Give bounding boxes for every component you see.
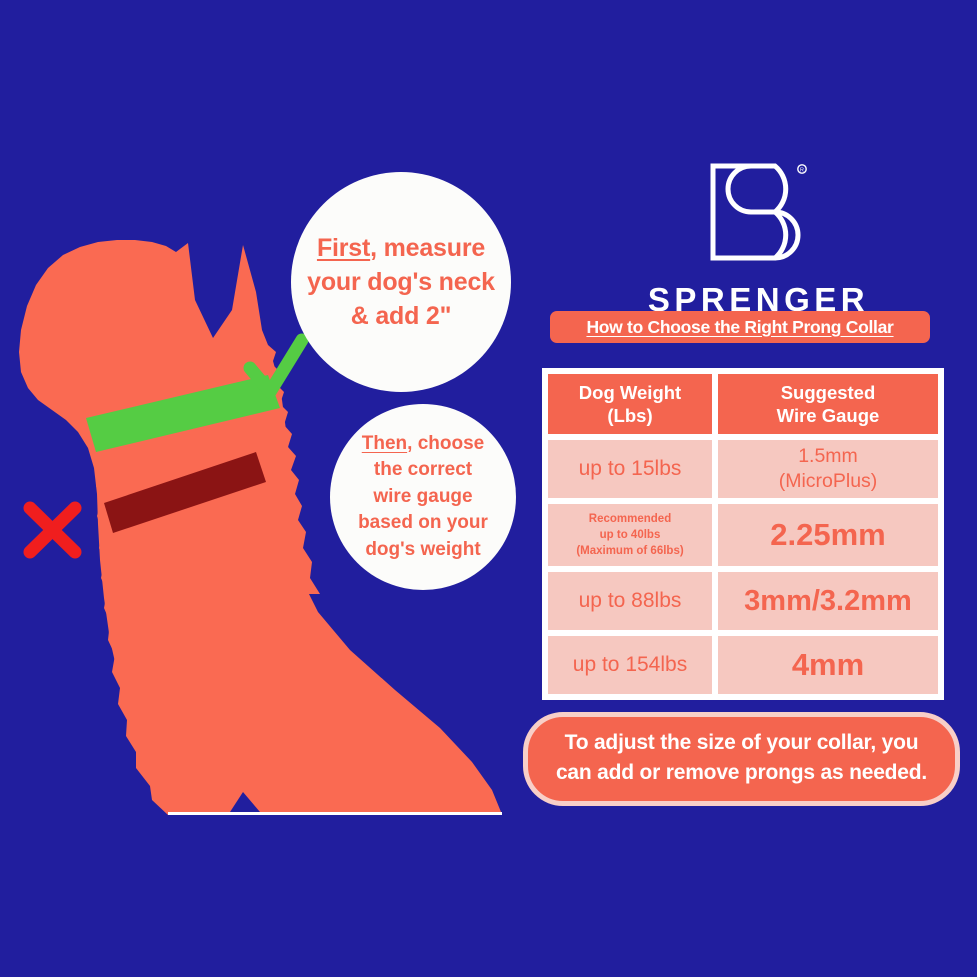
- table-cell-weight: up to 154lbs: [548, 636, 712, 694]
- table-cell-gauge: 3mm/3.2mm: [718, 572, 938, 630]
- table-header-dog-weight-line1: Dog Weight: [578, 382, 682, 403]
- brand-block: R SPRENGER: [540, 160, 977, 316]
- table-header-wire-gauge-line1: Suggested: [780, 382, 876, 403]
- table-row: Recommended up to 40lbs (Maximum of 66lb…: [548, 504, 938, 566]
- gauge-table: Dog Weight (Lbs) Suggested Wire Gauge up…: [542, 368, 944, 700]
- svg-text:R: R: [800, 168, 804, 174]
- bubble-then-line2: the correct: [373, 459, 473, 481]
- adjust-callout: To adjust the size of your collar, you c…: [523, 712, 960, 806]
- dog-tail-notch: [230, 792, 260, 812]
- table-cell-weight-line: up to 88lbs: [578, 589, 682, 612]
- adjust-callout-line2: can add or remove prongs as needed.: [555, 761, 928, 784]
- table-header-dog-weight: Dog Weight (Lbs): [548, 374, 712, 434]
- bubble-first-line2: your dog's neck: [307, 268, 495, 296]
- table-cell-gauge-line1: 3mm/3.2mm: [744, 585, 912, 617]
- sprenger-s-logo-icon: R: [707, 160, 811, 265]
- headline-pill: How to Choose the Right Prong Collar: [550, 311, 930, 343]
- cross-icon: [23, 501, 82, 559]
- table-header-dog-weight-line2: (Lbs): [607, 405, 653, 426]
- right-panel: R SPRENGER How to Choose the Right Prong…: [523, 0, 977, 977]
- bubble-first-line3: & add 2": [350, 302, 452, 330]
- adjust-callout-text: To adjust the size of your collar, you c…: [556, 728, 927, 788]
- table-cell-gauge-line2: (MicroPlus): [778, 470, 878, 492]
- check-icon: [243, 333, 309, 399]
- dog-neck-scallop: [92, 455, 168, 815]
- table-cell-gauge: 2.25mm: [718, 504, 938, 566]
- collar-incorrect-darkred: [104, 452, 266, 533]
- table-cell-gauge-line1: 1.5mm: [798, 445, 858, 467]
- bubble-then-lead: Then: [361, 432, 408, 454]
- table-header-row: Dog Weight (Lbs) Suggested Wire Gauge: [548, 374, 938, 434]
- bubble-then-line5: dog's weight: [365, 538, 481, 560]
- table-row: up to 88lbs 3mm/3.2mm: [548, 572, 938, 630]
- bubble-then-step: Then, choose the correct wire gauge base…: [330, 404, 516, 590]
- collar-correct-green: [86, 375, 280, 452]
- bubble-then-line3: wire gauge: [373, 485, 473, 507]
- table-cell-weight: Recommended up to 40lbs (Maximum of 66lb…: [548, 504, 712, 566]
- bubble-then-line4: based on your: [358, 512, 488, 534]
- table-cell-weight: up to 88lbs: [548, 572, 712, 630]
- table-cell-weight: up to 15lbs: [548, 440, 712, 498]
- table-cell-gauge: 1.5mm (MicroPlus): [718, 440, 938, 498]
- table-cell-gauge: 4mm: [718, 636, 938, 694]
- table-header-wire-gauge: Suggested Wire Gauge: [718, 374, 938, 434]
- headline-text: How to Choose the Right Prong Collar: [586, 316, 894, 337]
- dog-illustration: [0, 0, 540, 830]
- table-cell-weight-line: up to 15lbs: [578, 457, 682, 480]
- brand-name: SPRENGER: [647, 281, 870, 318]
- table-cell-weight-line1: Recommended: [588, 513, 672, 525]
- table-row: up to 154lbs 4mm: [548, 636, 938, 694]
- table-row: up to 15lbs 1.5mm (MicroPlus): [548, 440, 938, 498]
- adjust-callout-line1: To adjust the size of your collar, you: [564, 731, 919, 754]
- bubble-then-rest: , choose: [407, 432, 485, 454]
- table-header-wire-gauge-line2: Wire Gauge: [776, 405, 880, 426]
- table-cell-gauge-line1: 4mm: [791, 647, 865, 682]
- bubble-first-rest: , measure: [370, 234, 486, 262]
- table-cell-weight-line2: up to 40lbs: [599, 529, 661, 541]
- bubble-first-lead: First: [316, 234, 371, 262]
- table-cell-weight-line: up to 154lbs: [572, 653, 688, 676]
- table-cell-weight-line3: (Maximum of 66lbs): [576, 545, 684, 557]
- illustration-baseline: [168, 812, 502, 815]
- bubble-first-step: First, measure your dog's neck & add 2": [291, 172, 511, 392]
- table-cell-gauge-line1: 2.25mm: [770, 517, 886, 552]
